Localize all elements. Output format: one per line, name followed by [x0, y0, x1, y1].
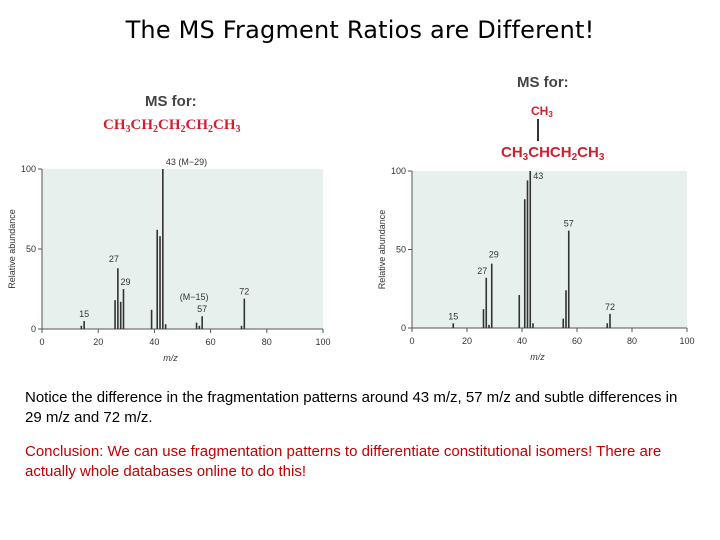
data-label: 29: [489, 250, 499, 260]
x-axis-label: m/z: [530, 352, 545, 362]
y-axis-label: Relative abundance: [377, 210, 387, 290]
bar-mz-27: [117, 268, 119, 329]
bar-mz-26: [482, 309, 485, 328]
bar-mz-42: [526, 180, 529, 328]
data-label: 29: [120, 277, 130, 287]
bar-mz-43: [529, 171, 532, 328]
conclusion-text: Conclusion: We can use fragmentation pat…: [25, 443, 662, 480]
x-tick-label: 80: [627, 336, 637, 346]
y-axis-label: Relative abundance: [7, 209, 17, 289]
bar-mz-55: [195, 322, 198, 329]
y-tick-label: 0: [401, 323, 406, 333]
x-tick-label: 80: [262, 337, 272, 347]
bar-mz-27: [485, 277, 488, 328]
bar-mz-56: [565, 290, 567, 328]
y-tick-label: 0: [31, 324, 36, 334]
data-label: 72: [605, 302, 615, 312]
x-tick-label: 0: [39, 337, 44, 347]
plot-area: [42, 169, 323, 329]
bar-mz-39: [150, 309, 153, 329]
right-branch-methyl: CH3: [531, 104, 553, 119]
bar-mz-44: [532, 323, 534, 328]
y-tick-label: 50: [26, 244, 36, 254]
bar-mz-14: [80, 325, 83, 329]
data-label: 43 (M−29): [166, 157, 207, 167]
x-axis-label: m/z: [163, 353, 178, 363]
bar-mz-28: [119, 301, 122, 329]
bar-mz-56: [198, 325, 201, 329]
notice-text: Notice the difference in the fragmentati…: [25, 389, 678, 426]
page-title: The MS Fragment Ratios are Different!: [125, 16, 595, 44]
data-label: 15: [79, 309, 89, 319]
bar-mz-15: [83, 321, 85, 329]
data-label: (M−15): [180, 292, 209, 302]
y-tick-label: 50: [396, 245, 406, 255]
data-label: 27: [109, 254, 119, 264]
x-tick-label: 100: [679, 336, 694, 346]
right-formula: CH3CHCH2CH3: [501, 144, 605, 163]
bar-mz-41: [523, 199, 526, 328]
left-ms-label: MS for:: [145, 93, 197, 110]
plot-area: [412, 171, 687, 328]
x-tick-label: 20: [462, 336, 472, 346]
y-tick-label: 100: [21, 164, 36, 174]
right-mass-spectrum: 0 20 40 60 80 100 0 50 100 m/z Relative abundance 1…: [377, 166, 695, 362]
left-formula: CH3CH2CH2CH2CH3: [103, 117, 241, 135]
x-tick-label: 60: [206, 337, 216, 347]
bar-mz-29: [122, 289, 125, 329]
data-label: 57: [197, 304, 207, 314]
branch-bond-line: [537, 119, 539, 141]
bar-mz-44: [164, 324, 167, 329]
y-tick-label: 100: [391, 166, 406, 176]
x-tick-label: 40: [149, 337, 159, 347]
x-tick-label: 0: [409, 336, 414, 346]
data-label: 27: [477, 266, 487, 276]
bar-mz-26: [114, 300, 116, 329]
x-tick-label: 60: [572, 336, 582, 346]
bar-mz-41: [156, 229, 159, 329]
bar-mz-57: [567, 230, 570, 328]
x-tick-label: 100: [315, 337, 330, 347]
data-label: 57: [564, 219, 574, 229]
bar-mz-71: [240, 325, 243, 329]
bar-mz-71: [606, 323, 609, 328]
data-label: 72: [239, 287, 249, 297]
bar-mz-42: [159, 236, 161, 329]
data-label: 15: [448, 311, 458, 321]
bar-mz-57: [201, 316, 203, 329]
bar-mz-43: [162, 169, 164, 329]
bar-mz-28: [488, 324, 490, 328]
data-label: 43: [533, 171, 543, 181]
x-tick-label: 20: [93, 337, 103, 347]
bar-mz-72: [243, 298, 246, 329]
left-mass-spectrum: 0 20 40 60 80 100 0 50 100 m/z Relative abundance 1…: [7, 157, 331, 363]
bar-mz-39: [518, 295, 521, 328]
right-ms-label: MS for:: [517, 74, 569, 91]
x-tick-label: 40: [517, 336, 527, 346]
bar-mz-29: [490, 263, 493, 328]
bar-mz-15: [452, 323, 455, 328]
bar-mz-55: [562, 318, 565, 328]
bar-mz-72: [609, 313, 611, 328]
